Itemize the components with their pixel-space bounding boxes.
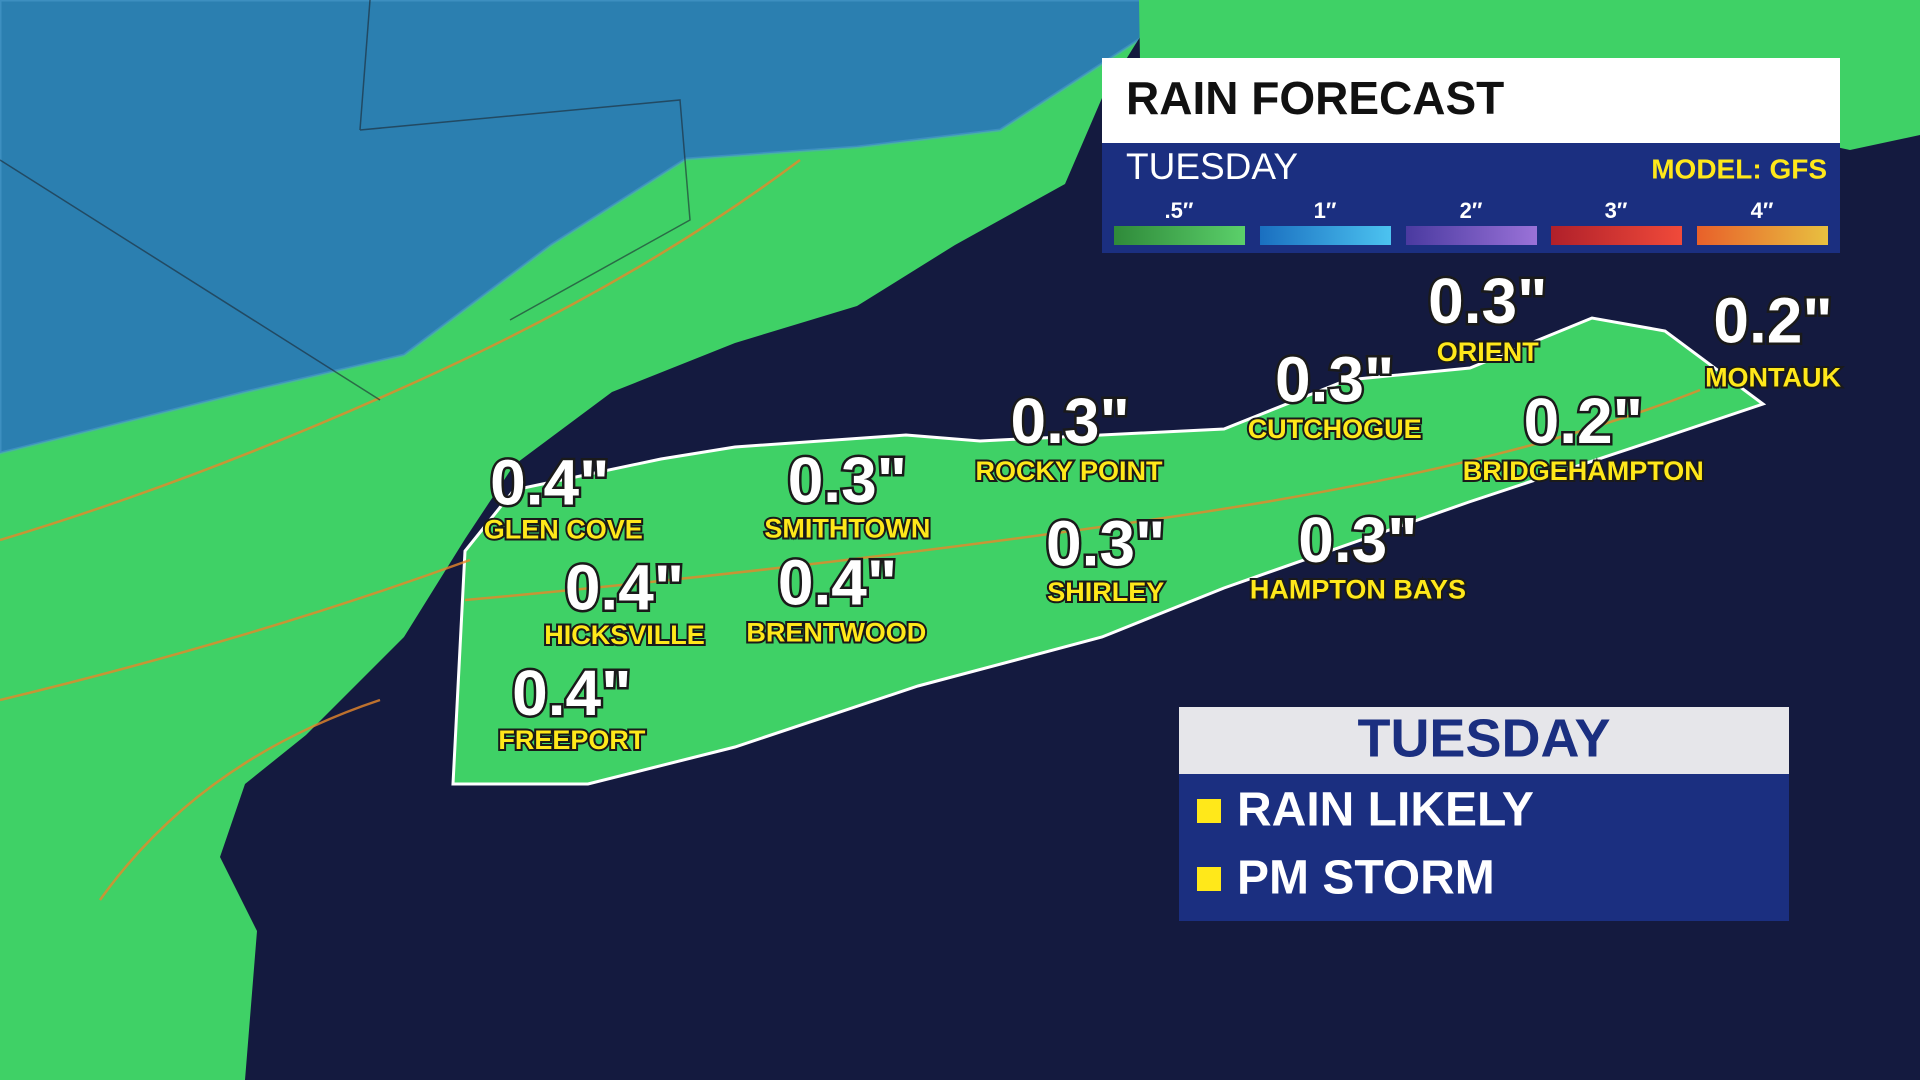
rain-amount: 0.3" <box>1298 504 1417 576</box>
legend-label: 1″ <box>1314 198 1337 223</box>
rain-amount: 0.2" <box>1524 385 1643 457</box>
header-model: MODEL: GFS <box>1651 153 1827 184</box>
town-name: SMITHTOWN <box>764 513 930 543</box>
header-title: RAIN FORECAST <box>1126 72 1504 124</box>
summary-item: PM STORM <box>1237 852 1495 905</box>
legend-label: 4″ <box>1751 198 1774 223</box>
town-name: GLEN COVE <box>484 515 643 545</box>
bullet <box>1197 799 1221 823</box>
summary-title: TUESDAY <box>1357 708 1610 768</box>
rain-amount: 0.4" <box>490 446 609 518</box>
town-name: BRENTWOOD <box>746 617 926 647</box>
legend-swatch <box>1551 226 1682 245</box>
bullet <box>1197 867 1221 891</box>
borders <box>0 0 691 401</box>
summary-item: RAIN LIKELY <box>1237 784 1534 837</box>
town-name: FREEPORT <box>498 725 646 755</box>
town-name: CUTCHOGUE <box>1248 414 1422 444</box>
rain-amount: 0.3" <box>1275 343 1394 415</box>
legend-label: 2″ <box>1460 198 1483 223</box>
legend-label: 3″ <box>1605 198 1628 223</box>
long-island <box>451 316 1767 786</box>
legend-swatch <box>1114 226 1245 245</box>
header-day: TUESDAY <box>1126 146 1298 187</box>
dry-area <box>0 0 1163 453</box>
town-name: BRIDGEHAMPTON <box>1463 456 1704 486</box>
rain-amount: 0.4" <box>778 547 897 619</box>
rain-amount: 0.2" <box>1713 285 1832 357</box>
legend-swatch <box>1697 226 1828 245</box>
legend-swatch <box>1260 226 1391 245</box>
town-name: SHIRLEY <box>1047 577 1164 607</box>
town-name: MONTAUK <box>1705 363 1841 393</box>
rain-amount: 0.3" <box>1046 507 1165 579</box>
town-name: ROCKY POINT <box>975 456 1163 486</box>
rain-amount: 0.3" <box>1011 385 1130 457</box>
summary-items: RAIN LIKELY PM STORM <box>1197 784 1534 905</box>
roads <box>0 158 1701 901</box>
rain-amount: 0.3" <box>788 444 907 516</box>
legend-label: .5″ <box>1165 198 1194 223</box>
legend-swatch <box>1406 226 1537 245</box>
legend: .5″ 1″ 2″ 3″ 4″ <box>1114 198 1828 245</box>
summary-body <box>1179 774 1789 921</box>
rain-amount: 0.4" <box>565 552 684 624</box>
rain-amount: 0.3" <box>1428 265 1547 337</box>
rain-amount: 0.4" <box>512 657 631 729</box>
town-name: HAMPTON BAYS <box>1250 575 1466 605</box>
dry-edge <box>0 0 1163 455</box>
header-bg <box>1102 58 1840 143</box>
town-name: ORIENT <box>1437 337 1540 367</box>
town-name: HICKSVILLE <box>544 620 705 650</box>
summary-header <box>1179 707 1789 774</box>
